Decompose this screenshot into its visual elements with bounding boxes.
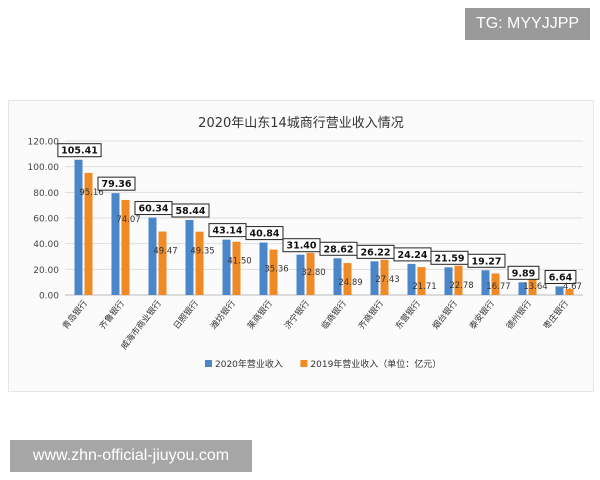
data-label-2019: 24.89 (338, 278, 362, 288)
data-label-2020: 105.41 (61, 146, 98, 157)
watermark-bottom: www.zhn-official-jiuyou.com (10, 440, 252, 472)
bar-2020 (555, 286, 564, 295)
data-label-2020: 58.44 (175, 206, 205, 217)
y-tick-label: 60.00 (33, 215, 59, 225)
category-label: 烟台银行 (430, 298, 460, 332)
watermark-top: TG: MYYJJPP (465, 8, 590, 40)
y-tick-label: 40.00 (33, 240, 59, 250)
data-label-2020: 28.62 (323, 244, 353, 255)
category-label: 日照银行 (171, 298, 201, 332)
data-label-2019: 21.71 (412, 282, 436, 292)
bar-2019 (380, 259, 389, 295)
data-label-box (97, 176, 136, 191)
bar-2019 (565, 289, 574, 295)
data-label-2020: 9.89 (512, 268, 535, 279)
y-tick-label: 20.00 (33, 266, 59, 276)
bar-2019 (195, 231, 204, 295)
bar-2020 (111, 193, 120, 295)
bar-2020 (407, 263, 416, 295)
bar-2019 (269, 249, 278, 295)
data-label-2019: 74.07 (116, 215, 140, 225)
data-label-2019: 35.36 (264, 265, 288, 275)
bar-2019 (491, 273, 500, 295)
data-label-2019: 4.67 (563, 282, 582, 292)
bar-2020 (222, 239, 231, 295)
data-label-box (171, 203, 210, 218)
legend-swatch (300, 360, 308, 367)
data-label-2019: 22.78 (449, 281, 473, 291)
chart-legend: 2020年营业收入 2019年营业收入（单位：亿元） (205, 358, 441, 370)
bar-2020 (259, 242, 268, 295)
bar-2020 (185, 220, 194, 295)
bar-2019 (343, 263, 352, 295)
bar-2019 (528, 277, 537, 295)
data-label-2020: 79.36 (101, 179, 131, 190)
chart-panel: 2020年山东14城商行营业收入情况 0.00 20.00 40.00 60.00 80… (8, 100, 594, 392)
bar-2020 (444, 267, 453, 295)
data-label-2019: 95.16 (79, 188, 103, 198)
bar-2020 (74, 159, 83, 295)
bar-2019 (306, 252, 315, 295)
category-label: 莱商银行 (245, 298, 275, 332)
data-label-2019: 13.64 (523, 282, 547, 292)
data-label-box (467, 253, 506, 268)
data-label-2020: 43.14 (212, 226, 242, 237)
bar-2020 (148, 217, 157, 295)
data-label-box (507, 265, 540, 280)
data-label-2019: 49.47 (153, 247, 177, 257)
category-label: 枣庄银行 (541, 298, 571, 332)
data-label-2019: 27.43 (375, 275, 399, 285)
data-label-box (544, 269, 577, 284)
data-label-box (57, 143, 102, 158)
category-label: 泰安银行 (467, 298, 497, 332)
bar-2019 (84, 172, 93, 295)
bar-2019 (121, 199, 130, 295)
data-label-2020: 21.59 (434, 253, 464, 264)
data-label-2020: 60.34 (138, 204, 168, 215)
y-tick-label: 100.00 (28, 163, 60, 173)
bar-2019 (417, 267, 426, 295)
data-label-2020: 26.22 (360, 247, 390, 258)
data-label-2019: 16.77 (486, 282, 510, 292)
category-label: 临商银行 (319, 298, 349, 332)
data-label-box (245, 226, 284, 241)
bar-2019 (454, 265, 463, 295)
category-label: 齐商银行 (356, 298, 386, 332)
data-label-2020: 19.27 (471, 256, 501, 267)
bar-2020 (481, 270, 490, 295)
bar-2020 (518, 282, 527, 295)
data-label-2020: 6.64 (549, 272, 573, 283)
data-label-2019: 49.35 (190, 247, 214, 257)
bar-2020 (296, 254, 305, 295)
bar-2020 (333, 258, 342, 295)
category-label: 德州银行 (504, 298, 534, 332)
y-tick-label: 120.00 (28, 138, 60, 148)
category-label: 潍坊银行 (208, 298, 238, 332)
category-label: 齐鲁银行 (97, 298, 127, 332)
bar-2019 (232, 241, 241, 295)
category-label: 青岛银行 (60, 298, 90, 332)
bar-chart: 2020年山东14城商行营业收入情况 0.00 20.00 40.00 60.00 80… (28, 116, 583, 370)
data-label-2020: 24.24 (397, 250, 427, 261)
data-label-2020: 40.84 (249, 229, 279, 240)
y-tick-label: 80.00 (33, 189, 59, 199)
bar-2020 (370, 261, 379, 295)
chart-title: 2020年山东14城商行营业收入情况 (198, 116, 404, 131)
category-label: 东营银行 (393, 298, 423, 332)
y-tick-label: 0.00 (39, 292, 59, 302)
data-label-2020: 31.40 (286, 241, 316, 252)
legend-label: 2019年营业收入（单位：亿元） (310, 358, 441, 370)
legend-label: 2020年营业收入 (215, 358, 283, 370)
bar-2019 (158, 231, 167, 295)
data-label-2019: 41.50 (227, 257, 251, 267)
data-label-2019: 32.80 (301, 268, 325, 278)
legend-swatch (205, 360, 212, 367)
category-label: 济宁银行 (282, 298, 312, 332)
